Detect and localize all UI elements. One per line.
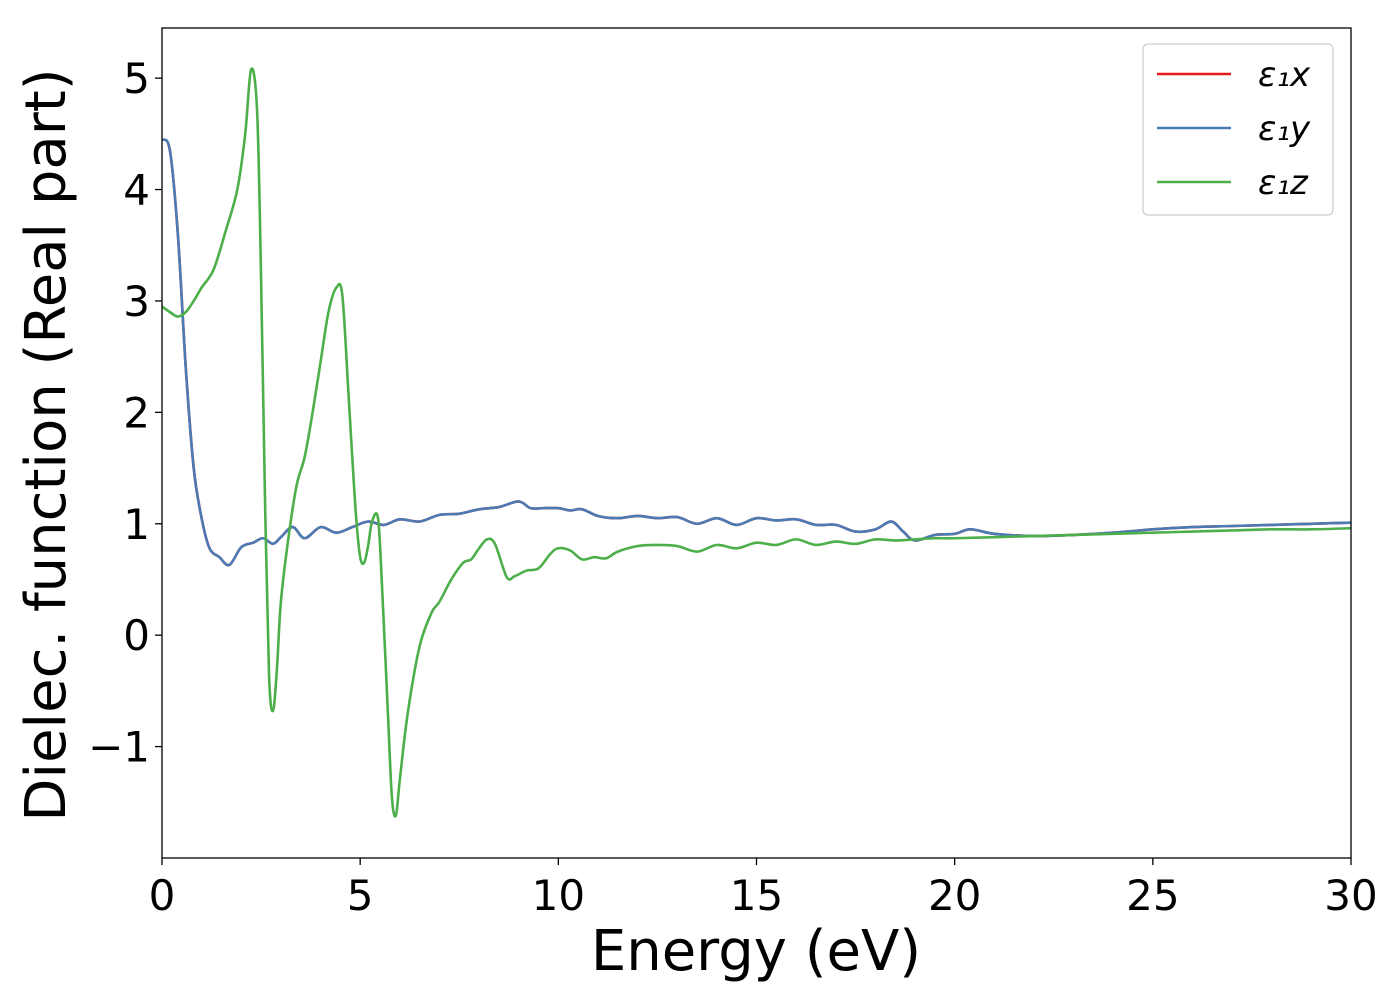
x-tick-label: 5 bbox=[347, 871, 374, 920]
y-axis-label: Dielec. function (Real part) bbox=[14, 68, 79, 821]
y-tick-label: 5 bbox=[123, 54, 150, 103]
legend-label: ε₁y bbox=[1258, 109, 1311, 149]
series-line-2 bbox=[162, 138, 1351, 567]
x-tick-label: 0 bbox=[149, 871, 176, 920]
y-axis-ticks: −1 0 1 2 3 4 5 bbox=[88, 54, 162, 772]
y-tick-label: 1 bbox=[123, 500, 150, 549]
y-tick-label: 0 bbox=[123, 611, 150, 660]
y-tick-label: 4 bbox=[123, 166, 150, 215]
x-axis-ticks: 0 5 10 15 20 25 30 bbox=[149, 858, 1378, 920]
legend-label: ε₁x bbox=[1258, 55, 1311, 95]
legend-items: ε₁x ε₁y ε₁z bbox=[1157, 55, 1311, 203]
x-axis-label: Energy (eV) bbox=[591, 919, 921, 984]
x-tick-label: 10 bbox=[532, 871, 585, 920]
x-tick-label: 30 bbox=[1324, 871, 1377, 920]
y-tick-label: 3 bbox=[123, 277, 150, 326]
y-tick-label: 2 bbox=[123, 388, 150, 437]
legend: ε₁x ε₁y ε₁z bbox=[1142, 43, 1334, 216]
legend-box bbox=[1142, 43, 1334, 216]
x-tick-label: 15 bbox=[730, 871, 783, 920]
x-tick-label: 25 bbox=[1126, 871, 1179, 920]
series-layer bbox=[162, 67, 1351, 818]
legend-label: ε₁z bbox=[1258, 163, 1309, 203]
x-tick-label: 20 bbox=[928, 871, 981, 920]
y-tick-label: −1 bbox=[88, 723, 150, 772]
series-line-3 bbox=[162, 67, 1351, 818]
